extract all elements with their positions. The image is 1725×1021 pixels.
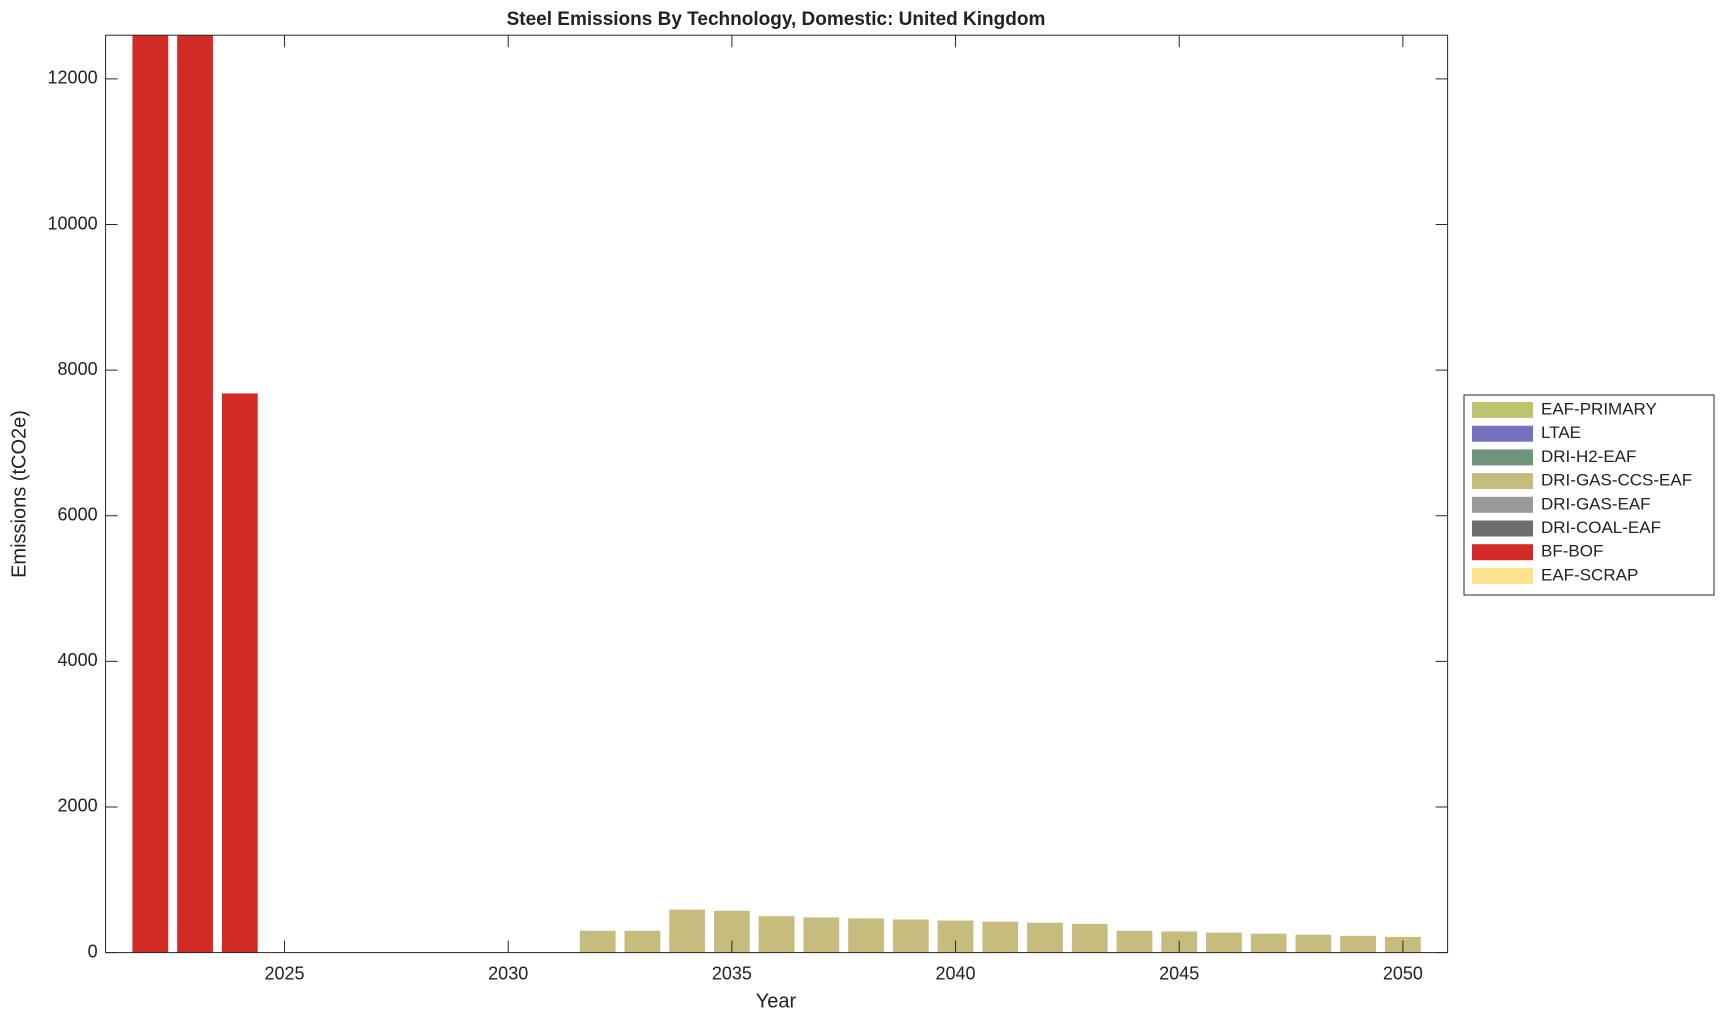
legend-swatch	[1472, 473, 1533, 490]
x-tick-label: 2030	[488, 963, 528, 983]
legend-label: DRI-H2-EAF	[1541, 447, 1636, 466]
bar-segment	[669, 909, 706, 953]
bar-segment	[848, 918, 884, 953]
bar-segment	[803, 917, 840, 953]
bar-segment	[177, 35, 213, 953]
y-tick-label: 0	[88, 941, 98, 961]
y-tick-label: 12000	[48, 68, 98, 88]
bar-segment	[132, 35, 169, 953]
legend-label: DRI-GAS-EAF	[1541, 494, 1651, 513]
legend-swatch	[1472, 425, 1533, 442]
legend-swatch	[1472, 520, 1533, 537]
bar-segment	[1250, 933, 1287, 953]
bar-segment	[1206, 932, 1242, 953]
legend-swatch	[1472, 496, 1533, 513]
legend-label: DRI-COAL-EAF	[1541, 518, 1661, 537]
legend-swatch	[1472, 567, 1533, 584]
bar-segment	[892, 919, 929, 953]
x-axis-label: Year	[756, 990, 797, 1012]
bars	[132, 35, 1421, 953]
legend-label: BF-BOF	[1541, 542, 1603, 561]
bar-segment	[1027, 922, 1063, 953]
bar-segment	[624, 930, 661, 953]
legend-swatch	[1472, 544, 1533, 561]
y-axis-label: Emissions (tCO2e)	[8, 410, 30, 578]
y-tick-label: 8000	[58, 359, 98, 379]
bar-segment	[758, 916, 795, 953]
axes-box	[105, 34, 1449, 954]
bar-segment	[1295, 934, 1332, 953]
y-tick-label: 4000	[58, 650, 98, 670]
chart-title: Steel Emissions By Technology, Domestic:…	[507, 9, 1046, 30]
bar-segment	[221, 393, 258, 953]
x-tick-label: 2050	[1383, 963, 1423, 983]
x-tick-label: 2045	[1159, 963, 1199, 983]
legend-label: DRI-GAS-CCS-EAF	[1541, 471, 1692, 490]
y-tick-label: 2000	[58, 796, 98, 816]
legend-swatch	[1472, 449, 1533, 466]
x-tick-label: 2025	[265, 963, 305, 983]
bar-segment	[1071, 923, 1108, 953]
bar-segment	[1340, 935, 1377, 953]
legend-label: LTAE	[1541, 423, 1581, 442]
y-tick-label: 10000	[48, 213, 98, 233]
legend-label: EAF-SCRAP	[1541, 565, 1638, 584]
bar-segment	[1116, 930, 1153, 953]
y-tick-label: 6000	[58, 504, 98, 524]
x-tick-label: 2040	[936, 963, 976, 983]
bar-segment	[579, 930, 616, 953]
legend-swatch	[1472, 402, 1533, 418]
legend-label: EAF-PRIMARY	[1541, 399, 1657, 418]
bar-segment	[982, 921, 1019, 953]
x-tick-label: 2035	[712, 963, 752, 983]
